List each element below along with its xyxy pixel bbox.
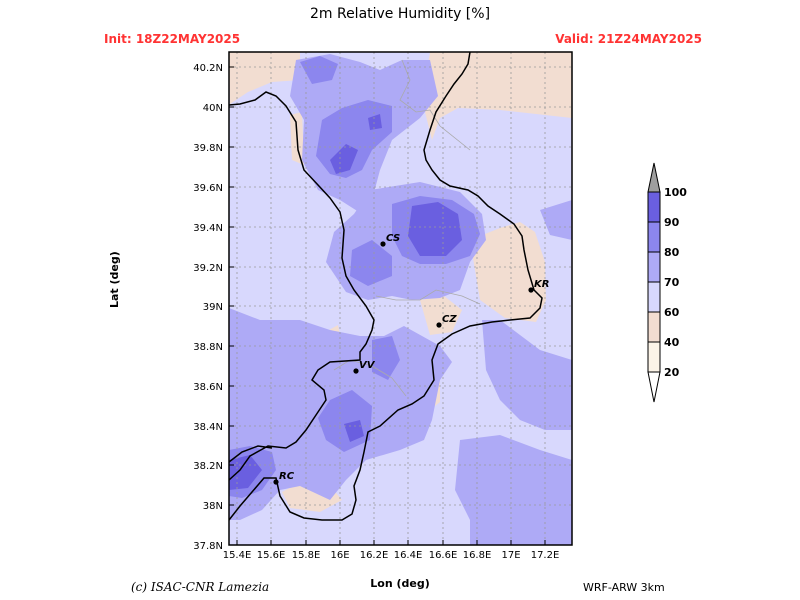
rh-40-60-area bbox=[229, 52, 300, 104]
colorbar-label: 60 bbox=[664, 306, 680, 319]
x-tick-label: 16E bbox=[330, 550, 349, 561]
city-label-cs: CS bbox=[386, 233, 400, 244]
rh-70-80-area bbox=[482, 320, 572, 430]
x-tick-label: 16.8E bbox=[463, 550, 492, 561]
x-tick-label: 17.2E bbox=[531, 550, 560, 561]
map-title: 2m Relative Humidity [%] bbox=[309, 6, 491, 22]
rh-90-100-area bbox=[330, 144, 358, 174]
humidity-field: CS KR CZ VV RC bbox=[229, 52, 572, 545]
city-marker-kr bbox=[528, 287, 534, 293]
x-tick-label: 15.6E bbox=[257, 550, 286, 561]
coastline bbox=[229, 52, 543, 521]
regional-border bbox=[333, 359, 407, 397]
model-name: WRF-ARW 3km bbox=[583, 581, 665, 594]
city-marker-vv bbox=[353, 368, 359, 374]
city-label-rc: RC bbox=[279, 471, 295, 482]
tick-marks bbox=[229, 66, 546, 545]
city-marker-cs bbox=[380, 241, 386, 247]
rh-80-90-area bbox=[350, 240, 392, 286]
rh-70-80-area bbox=[455, 435, 572, 545]
y-tick-label: 38.8N bbox=[193, 342, 223, 353]
x-tick-label: 16.6E bbox=[429, 550, 458, 561]
x-axis-label: Lon (deg) bbox=[370, 577, 430, 590]
colorbar-bin-90-100 bbox=[647, 191, 661, 223]
colorbar-bin-60-70 bbox=[647, 281, 661, 313]
y-tick-label: 37.8N bbox=[193, 541, 223, 552]
x-tick-labels: 15.4E 15.6E 15.8E 16E 16.2E 16.4E 16.6E … bbox=[223, 550, 560, 561]
city-marker-cz bbox=[436, 322, 442, 328]
city-marker-rc bbox=[273, 479, 279, 485]
x-tick-label: 15.8E bbox=[292, 550, 321, 561]
rh-80-90-area bbox=[300, 56, 338, 84]
rh-90-100-area bbox=[344, 420, 364, 442]
colorbar-bin-40-60 bbox=[647, 311, 661, 343]
colorbar-bin-80-90 bbox=[647, 221, 661, 253]
rh-70-80-area bbox=[540, 200, 572, 240]
y-tick-labels: 40.2N 40N 39.8N 39.6N 39.4N 39.2N 39N 38… bbox=[193, 63, 223, 552]
x-tick-label: 17E bbox=[501, 550, 520, 561]
colorbar-triangle-top bbox=[647, 162, 661, 193]
colorbar-bin-20-40 bbox=[647, 341, 661, 373]
x-tick-label: 15.4E bbox=[223, 550, 252, 561]
rh-90-100-area bbox=[408, 202, 462, 256]
y-tick-label: 39.4N bbox=[193, 223, 223, 234]
y-tick-label: 38.4N bbox=[193, 422, 223, 433]
rh-40-60-area bbox=[470, 222, 546, 322]
colorbar-bin-70-80 bbox=[647, 251, 661, 283]
y-tick-label: 40N bbox=[203, 103, 223, 114]
city-label-cz: CZ bbox=[442, 314, 457, 325]
credit-text: (c) ISAC-CNR Lamezia bbox=[131, 580, 270, 594]
colorbar-label: 40 bbox=[664, 336, 680, 349]
y-tick-label: 40.2N bbox=[193, 63, 223, 74]
y-tick-label: 39N bbox=[203, 302, 223, 313]
colorbar-label: 100 bbox=[664, 186, 687, 199]
colorbar-label: 70 bbox=[664, 276, 680, 289]
y-tick-label: 39.6N bbox=[193, 183, 223, 194]
valid-time: Valid: 21Z24MAY2025 bbox=[555, 32, 702, 46]
y-tick-label: 39.8N bbox=[193, 143, 223, 154]
grid-lines bbox=[229, 52, 572, 545]
rh-40-60-area bbox=[422, 52, 572, 140]
city-label-vv: VV bbox=[359, 360, 376, 371]
colorbar: 100 90 80 70 60 40 20 bbox=[647, 162, 687, 403]
rh-90-100-area bbox=[368, 114, 382, 130]
x-tick-label: 16.2E bbox=[360, 550, 389, 561]
colorbar-label: 20 bbox=[664, 366, 680, 379]
y-tick-label: 38.2N bbox=[193, 461, 223, 472]
plot-frame bbox=[228, 51, 573, 546]
regional-border bbox=[399, 59, 471, 151]
colorbar-label: 80 bbox=[664, 246, 680, 259]
city-label-kr: KR bbox=[534, 279, 549, 290]
rh-80-90-area bbox=[372, 336, 400, 380]
init-time: Init: 18Z22MAY2025 bbox=[104, 32, 241, 46]
city-markers: CS KR CZ VV RC bbox=[273, 233, 549, 485]
y-tick-label: 38N bbox=[203, 501, 223, 512]
colorbar-triangle-bottom bbox=[647, 371, 661, 403]
regional-border bbox=[375, 289, 481, 305]
colorbar-label: 90 bbox=[664, 216, 680, 229]
x-tick-label: 16.4E bbox=[394, 550, 423, 561]
y-tick-label: 39.2N bbox=[193, 263, 223, 274]
y-tick-label: 38.6N bbox=[193, 382, 223, 393]
